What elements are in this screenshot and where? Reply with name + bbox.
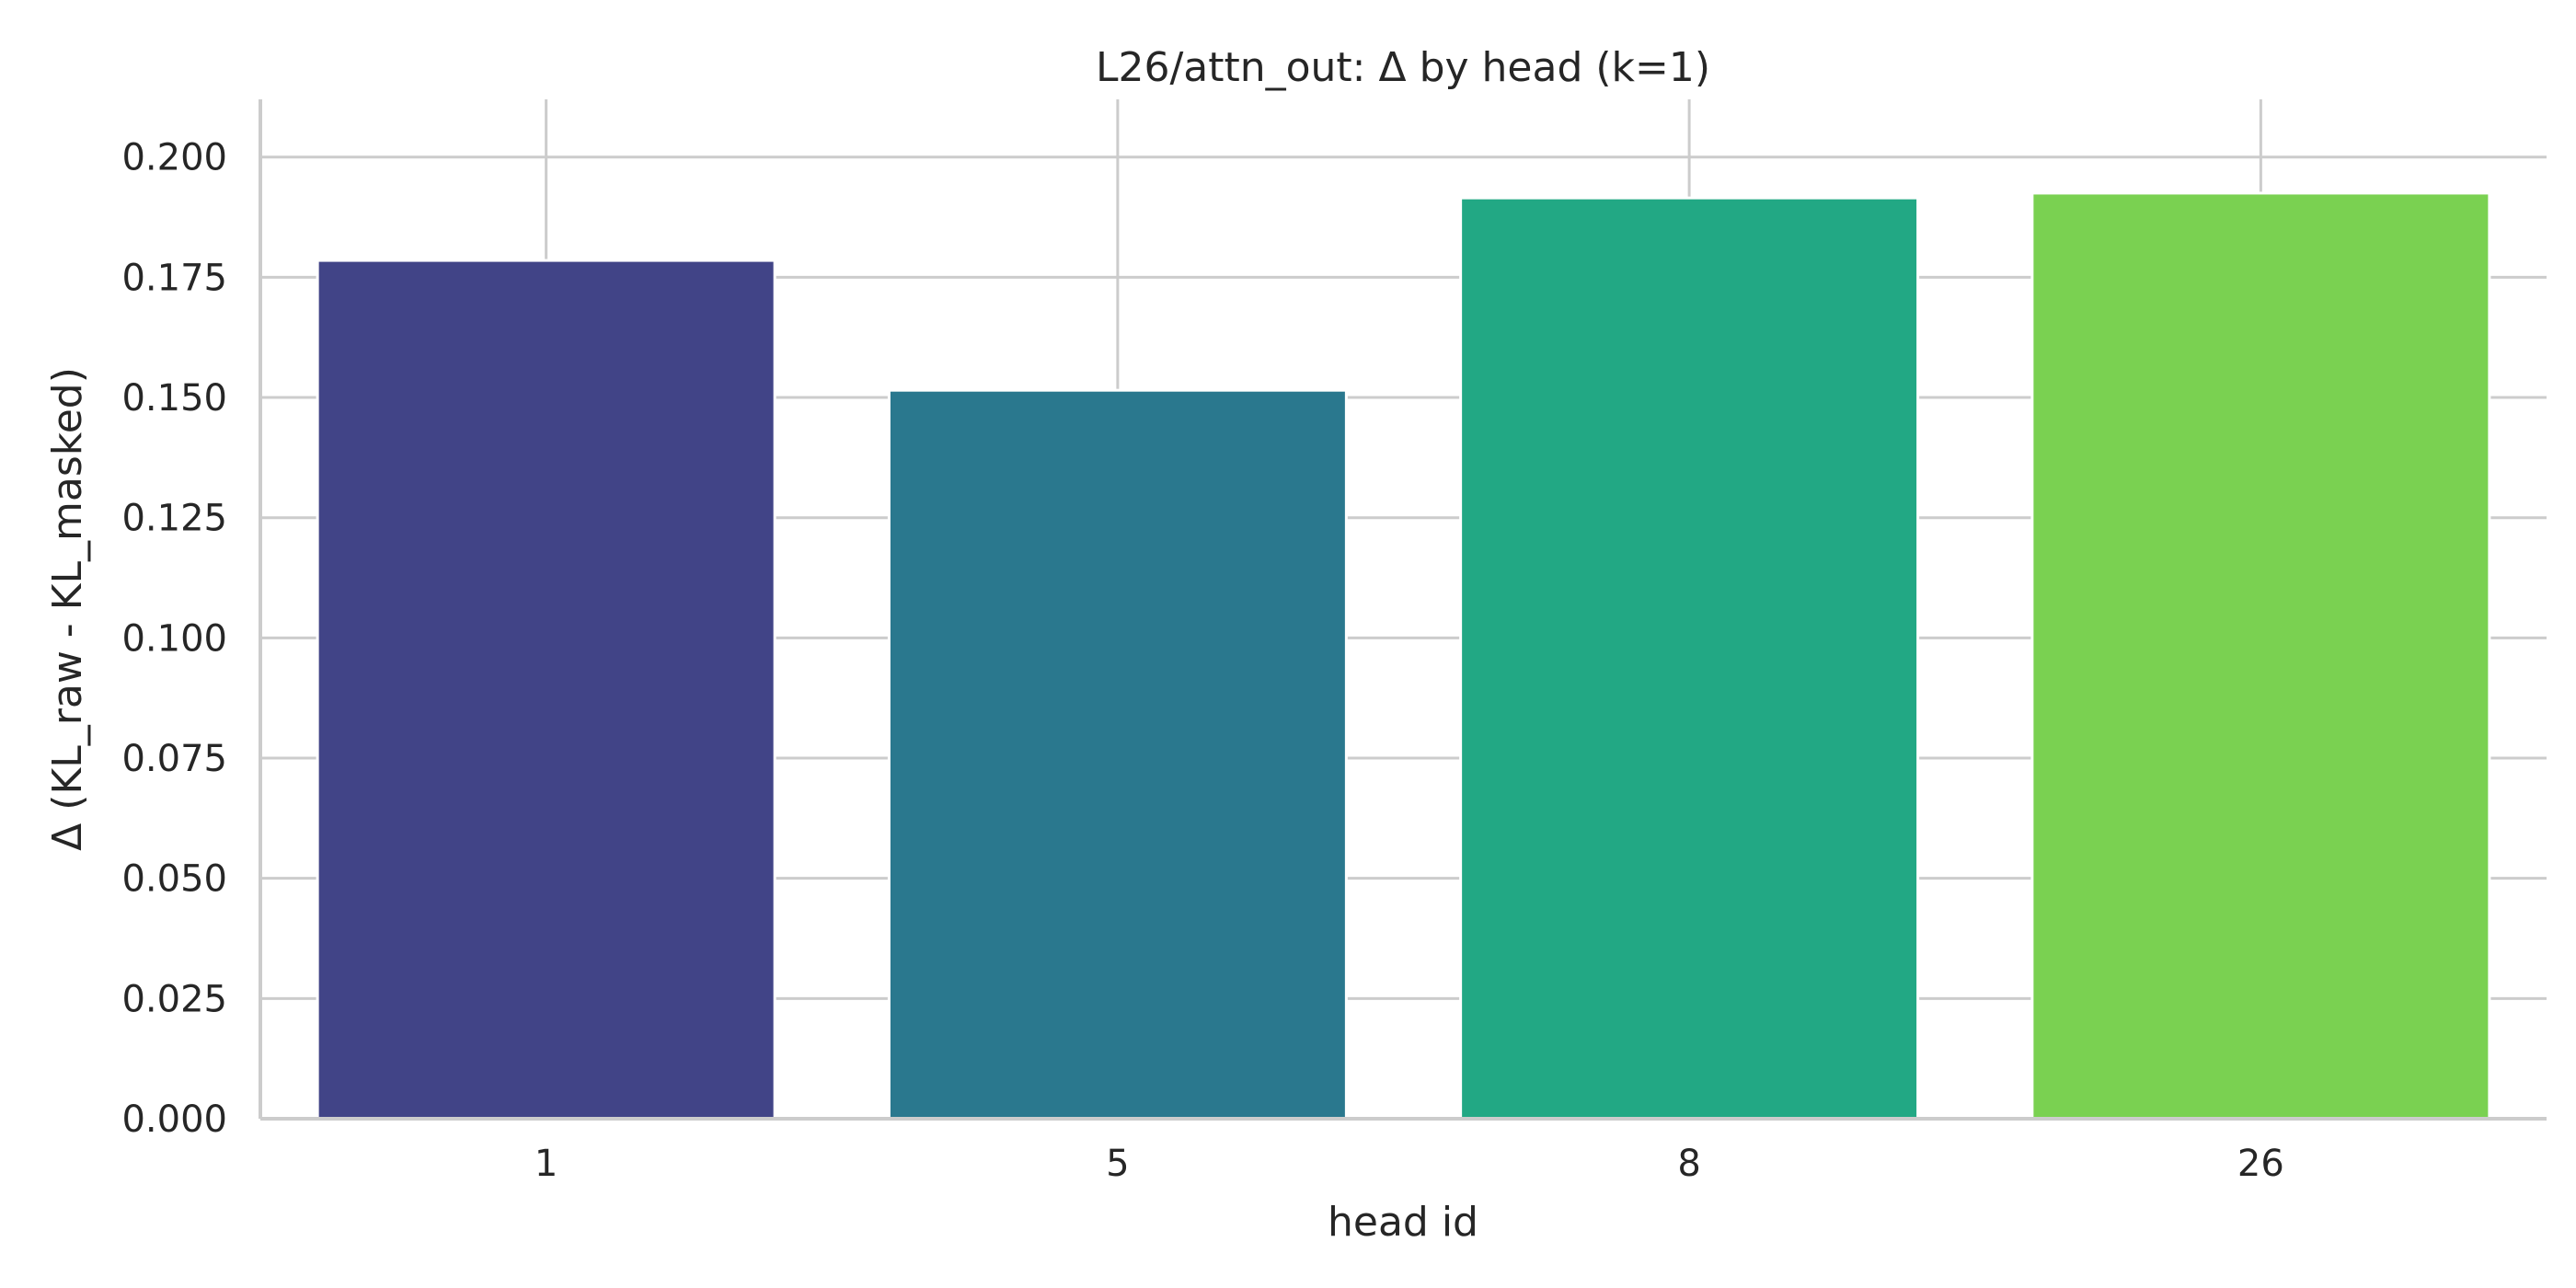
y-tick-label: 0.000 xyxy=(121,1098,227,1141)
axes-spines xyxy=(259,99,2547,1121)
bar-head-5 xyxy=(887,388,1348,1121)
y-axis-label: Δ (KL_raw - KL_masked) xyxy=(44,367,91,851)
x-tick-label: 5 xyxy=(1106,1143,1129,1185)
bar-head-8 xyxy=(1459,196,1920,1121)
y-tick-label: 0.175 xyxy=(121,257,227,299)
x-tick-label: 26 xyxy=(2237,1143,2284,1185)
bars xyxy=(316,191,2491,1121)
y-tick-label: 0.200 xyxy=(121,137,227,179)
y-tick-label: 0.050 xyxy=(121,858,227,901)
y-tick-label: 0.125 xyxy=(121,498,227,540)
bar-head-26 xyxy=(2030,191,2491,1121)
y-tick-label: 0.100 xyxy=(121,617,227,660)
y-tick-label: 0.025 xyxy=(121,978,227,1020)
x-tick-label: 8 xyxy=(1677,1143,1700,1185)
chart-title: L26/attn_out: Δ by head (k=1) xyxy=(1096,44,1710,91)
bar-head-1 xyxy=(316,259,776,1121)
y-tick-label: 0.150 xyxy=(121,377,227,420)
tick-labels: 0.000 0.025 0.050 0.075 0.100 0.125 0.150 0.175… xyxy=(121,137,2283,1185)
y-tick-label: 0.075 xyxy=(121,738,227,780)
x-axis-label: head id xyxy=(1328,1199,1478,1246)
x-tick-label: 1 xyxy=(535,1143,558,1185)
